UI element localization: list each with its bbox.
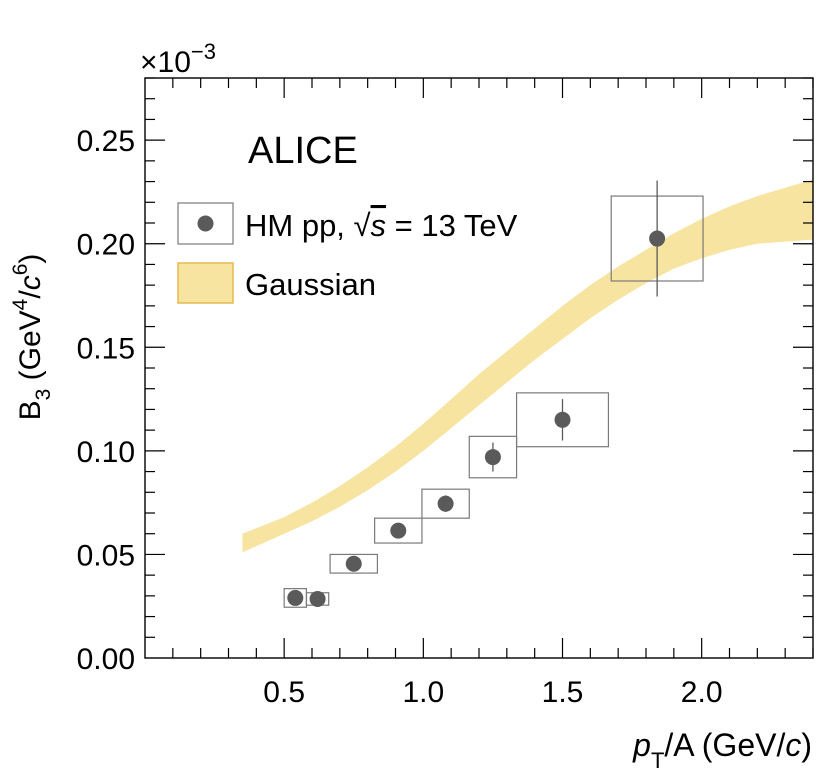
legend-data-marker [197, 215, 214, 232]
systematic-box-6 [515, 392, 610, 448]
systematic-box-3 [374, 517, 423, 544]
y-tick-labels: 0.00 0.05 0.10 0.15 0.20 0.25 [77, 125, 135, 676]
y-axis-title: B3 (GeV4/c6) [9, 254, 55, 421]
experiment-label: ALICE [248, 130, 358, 172]
x-tick-label: 2.0 [681, 676, 723, 709]
y-tick-label: 0.25 [77, 125, 135, 158]
data-point-0 [287, 589, 304, 606]
legend-band-swatch [177, 262, 234, 304]
y-multiplier: ×10−3 [140, 39, 216, 79]
data-point-5 [484, 449, 501, 466]
data-point-2 [345, 555, 362, 572]
legend: HM pp, √s = 13 TeV Gaussian [177, 202, 518, 304]
plot-frame [144, 77, 814, 659]
x-tick-labels: 0.5 1.0 1.5 2.0 [263, 676, 722, 709]
x-tick-label: 0.5 [263, 676, 305, 709]
x-tick-label: 1.5 [542, 676, 584, 709]
gaussian-band-layer [242, 179, 813, 553]
systematic-box-5 [468, 435, 518, 479]
data-point-4 [437, 495, 454, 512]
data-points-layer [287, 230, 666, 607]
data-point-3 [390, 522, 407, 539]
x-axis-title: pT/A (GeV/c) [632, 727, 812, 773]
y-tick-label: 0.00 [77, 643, 135, 676]
legend-data-label: HM pp, √s = 13 TeV [245, 208, 518, 243]
systematic-box-2 [329, 553, 379, 574]
legend-band-label: Gaussian [245, 267, 376, 302]
axis-ticks [145, 77, 814, 658]
data-point-1 [309, 590, 326, 607]
data-point-7 [649, 230, 666, 247]
y-tick-label: 0.20 [77, 229, 135, 262]
y-tick-label: 0.15 [77, 332, 135, 365]
y-tick-label: 0.05 [77, 539, 135, 572]
gaussian-band [242, 179, 813, 553]
data-point-6 [554, 411, 571, 428]
systematic-box-4 [421, 488, 470, 519]
x-tick-label: 1.0 [402, 676, 444, 709]
y-tick-label: 0.10 [77, 436, 135, 469]
